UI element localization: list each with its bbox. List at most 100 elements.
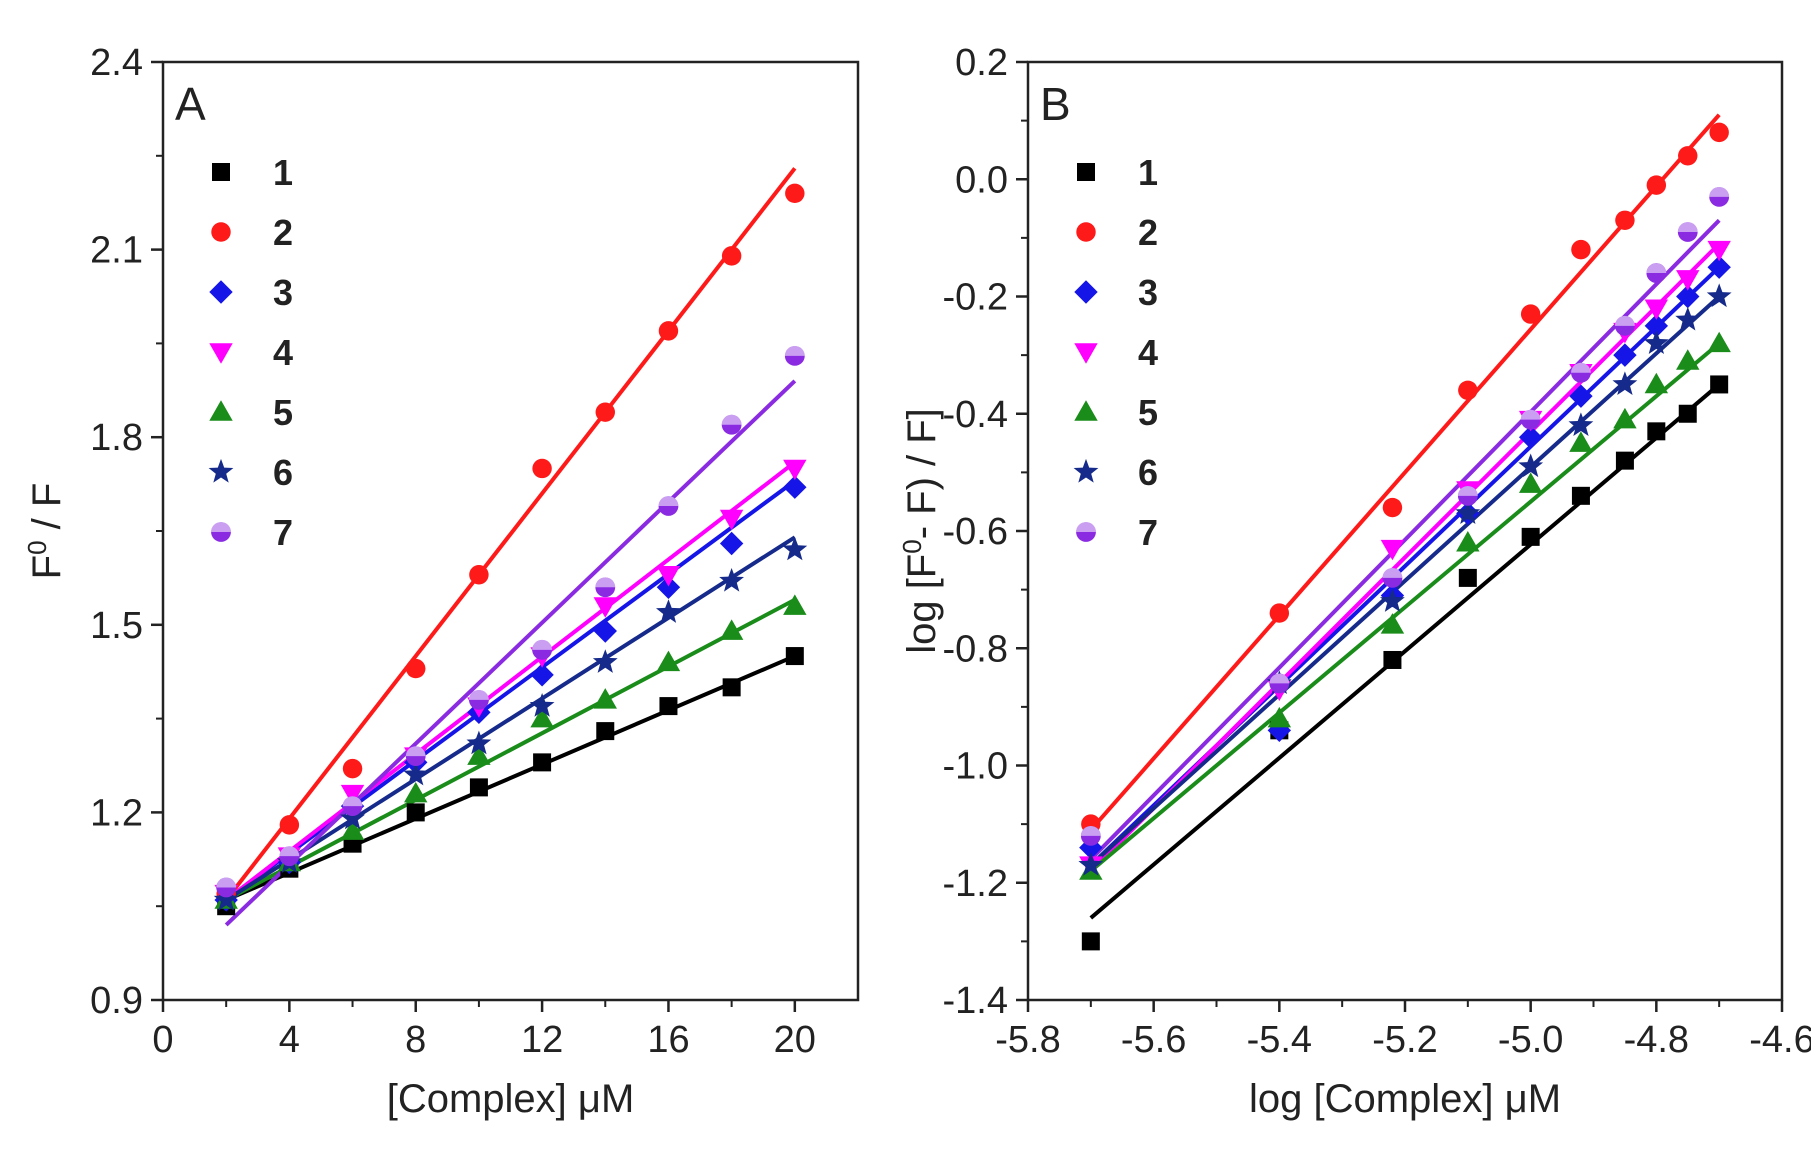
data-point xyxy=(783,475,807,499)
x-tick-label: 8 xyxy=(405,1019,426,1061)
data-point xyxy=(593,619,617,643)
data-point xyxy=(1707,240,1731,262)
data-point xyxy=(340,784,365,806)
fit-line-7 xyxy=(1089,218,1721,861)
fit-line-5 xyxy=(1089,341,1721,873)
data-point xyxy=(340,805,365,830)
y-tick-label: -0.8 xyxy=(943,628,1008,670)
legend-label: 1 xyxy=(273,152,293,193)
data-point xyxy=(1646,175,1667,195)
x-tick-label: -4.8 xyxy=(1624,1019,1689,1061)
series-7 xyxy=(1080,186,1730,846)
y-tick-label: -0.6 xyxy=(943,511,1008,553)
y-tick-label: 0.2 xyxy=(955,42,1008,84)
data-point xyxy=(533,753,552,772)
y-axis-title-tail: / F xyxy=(25,483,69,541)
data-point xyxy=(1571,486,1590,505)
fit-line-7 xyxy=(224,379,797,927)
legend-marker xyxy=(209,343,233,364)
fit-line-4 xyxy=(224,460,797,902)
data-point xyxy=(466,730,492,755)
x-tick-label: 20 xyxy=(774,1019,816,1061)
data-point xyxy=(529,693,555,717)
data-point xyxy=(1709,122,1729,143)
legend: 1 2 3 4 5 6 7 xyxy=(208,152,293,553)
y-tick-label: -0.4 xyxy=(943,394,1008,436)
legend-label: 3 xyxy=(273,272,293,313)
x-tick-label: 12 xyxy=(521,1019,563,1061)
x-axis-title: [Complex] μM xyxy=(387,1077,635,1121)
data-point xyxy=(1612,371,1638,395)
data-point xyxy=(722,678,741,697)
legend-marker xyxy=(211,522,231,542)
data-point xyxy=(656,650,681,672)
y-tick-label: 1.5 xyxy=(90,605,143,647)
data-point xyxy=(1706,283,1732,308)
series-2 xyxy=(1081,122,1729,834)
data-point xyxy=(1571,239,1591,260)
axis-ticks: -5.8 -5.6 -5.4 -5.2 -5.0 -4.8 -4.6 -1.4 -1.2 -1.0… xyxy=(943,42,1811,1061)
data-point xyxy=(1647,422,1666,441)
x-tick-label: -5.0 xyxy=(1498,1019,1563,1061)
y-axis-title-tail: - F) / F] xyxy=(900,408,944,539)
legend-label: 4 xyxy=(1138,332,1158,373)
y-axis-title-superscript: 0 xyxy=(897,539,927,553)
series-7 xyxy=(216,346,805,898)
data-points xyxy=(1078,122,1732,951)
y-tick-label: -1.0 xyxy=(943,746,1008,788)
data-point xyxy=(1678,404,1697,423)
data-point xyxy=(532,458,552,479)
data-point xyxy=(1079,835,1103,860)
data-point xyxy=(1382,568,1403,588)
legend-marker xyxy=(1074,280,1098,304)
data-point xyxy=(1458,568,1477,587)
data-point xyxy=(783,594,807,615)
fit-line-1 xyxy=(225,654,796,902)
data-point xyxy=(1267,718,1292,743)
data-point xyxy=(1710,375,1729,394)
data-point xyxy=(1081,932,1100,951)
y-tick-label: -1.4 xyxy=(943,980,1008,1022)
fit-lines xyxy=(1089,113,1721,920)
data-point xyxy=(784,346,805,366)
data-point xyxy=(1646,263,1667,283)
data-point xyxy=(1644,314,1669,338)
data-point xyxy=(1382,497,1403,518)
series-1 xyxy=(217,647,804,916)
data-point xyxy=(1615,315,1635,336)
data-point xyxy=(1380,588,1405,612)
data-point xyxy=(595,577,616,598)
data-point xyxy=(1644,372,1669,394)
data-point xyxy=(656,565,681,587)
y-tick-label: 2.4 xyxy=(90,42,143,84)
x-tick-label: -5.2 xyxy=(1372,1019,1437,1061)
data-point xyxy=(1676,349,1700,370)
data-point xyxy=(1644,299,1669,320)
y-tick-label: -1.2 xyxy=(943,863,1008,905)
y-axis-title-superscript: 0 xyxy=(22,540,52,554)
data-point xyxy=(342,758,363,779)
legend-label: 3 xyxy=(1138,272,1158,313)
series-1 xyxy=(1081,375,1729,951)
data-point xyxy=(532,639,552,660)
legend-label: 7 xyxy=(1138,512,1158,553)
data-point xyxy=(719,619,744,640)
y-axis-title: log [F0- F) / F] xyxy=(897,408,944,654)
x-tick-label: -5.6 xyxy=(1121,1019,1186,1061)
data-point xyxy=(1518,453,1544,478)
y-tick-label: -0.2 xyxy=(943,277,1008,319)
data-point xyxy=(785,183,805,204)
x-tick-label: 0 xyxy=(152,1019,173,1061)
data-point xyxy=(1707,331,1731,353)
data-point xyxy=(721,414,742,435)
y-axis-title-main: log [F xyxy=(900,554,944,654)
fit-line-2 xyxy=(1089,113,1721,832)
data-point xyxy=(469,689,489,710)
data-point xyxy=(593,688,617,709)
legend-marker xyxy=(208,458,234,483)
x-axis-title: log [Complex] μM xyxy=(1249,1077,1561,1121)
data-point xyxy=(216,877,237,898)
x-tick-label: -5.8 xyxy=(995,1019,1060,1061)
